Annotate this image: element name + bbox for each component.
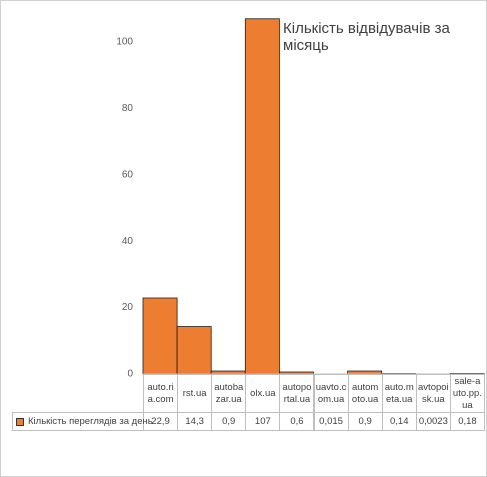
x-tick-label: olx.ua xyxy=(245,374,281,413)
x-tick-label: avtopoisk.ua xyxy=(415,374,451,413)
legend-entry: Кількість переглядів за день xyxy=(12,412,153,431)
table-value: 107 xyxy=(245,412,281,431)
legend-key xyxy=(16,417,24,426)
x-tick-label: autoportal.ua xyxy=(279,374,315,413)
table-value: 0,18 xyxy=(449,412,485,431)
bar xyxy=(176,326,212,375)
x-tick-label: rst.ua xyxy=(177,374,213,413)
bar xyxy=(244,18,280,375)
y-tick-label: 80 xyxy=(122,103,134,114)
y-tick-label: 0 xyxy=(127,369,133,380)
table-value: 0,9 xyxy=(347,412,383,431)
y-tick-label: 20 xyxy=(122,302,134,313)
table-value: 0,14 xyxy=(381,412,417,431)
table-value: 0,0023 xyxy=(415,412,451,431)
y-tick-label: 100 xyxy=(116,37,133,48)
table-value: 0,9 xyxy=(211,412,247,431)
bar xyxy=(142,297,178,375)
chart-title: Кількість відвідувачів за місяць xyxy=(283,20,450,54)
x-tick-label: uavto.com.ua xyxy=(313,374,349,413)
y-tick-label: 60 xyxy=(122,169,134,180)
table-value: 0,015 xyxy=(313,412,349,431)
x-tick-label: autobazar.ua xyxy=(211,374,247,413)
table-value: 14,3 xyxy=(177,412,213,431)
table-value: 0,6 xyxy=(279,412,315,431)
x-tick-label: automoto.ua xyxy=(347,374,383,413)
x-tick-label: auto.meta.ua xyxy=(381,374,417,413)
x-tick-label: auto.ria.com xyxy=(143,374,179,413)
legend-label: Кількість переглядів за день xyxy=(28,415,153,427)
x-tick-label: sale-auto.pp.ua xyxy=(449,374,485,413)
y-tick-label: 40 xyxy=(122,236,134,247)
